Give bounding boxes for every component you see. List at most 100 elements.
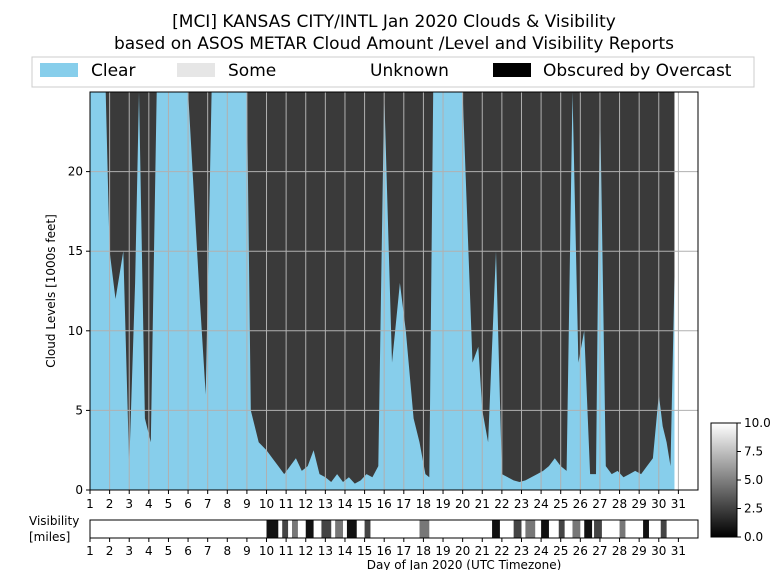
x-vis-tick-label-7: 7	[204, 544, 212, 558]
y-tick-label-20: 20	[68, 165, 83, 179]
visibility-frame	[89, 519, 699, 539]
x-vis-tick-label-16: 16	[377, 544, 392, 558]
x-main-tick-label-23: 23	[514, 497, 529, 511]
overcast-area	[90, 92, 679, 484]
visibility-band	[513, 520, 522, 538]
x-main-tick-label-9: 9	[243, 497, 251, 511]
x-vis-tick-label-5: 5	[165, 544, 173, 558]
x-main-tick-label-18: 18	[416, 497, 431, 511]
visibility-band	[335, 520, 344, 538]
x-axis-label: Day of Jan 2020 (UTC Timezone)	[367, 558, 562, 570]
visibility-band	[419, 520, 430, 538]
x-vis-tick-label-3: 3	[125, 544, 133, 558]
x-vis-tick-label-31: 31	[671, 544, 686, 558]
x-main-tick-label-24: 24	[533, 497, 548, 511]
x-vis-tick-label-29: 29	[632, 544, 647, 558]
x-main-tick-label-14: 14	[337, 497, 352, 511]
x-vis-tick-label-14: 14	[337, 544, 352, 558]
x-main-tick-label-5: 5	[165, 497, 173, 511]
visibility-band	[292, 520, 298, 538]
unknown-area	[674, 92, 698, 490]
visibility-colorbar: 0.0 2.5 5.0 7.5 10.0	[710, 416, 770, 544]
colorbar-tick-label-1: 2.5	[744, 502, 763, 516]
x-vis-tick-label-15: 15	[357, 544, 372, 558]
legend-swatch-3	[493, 63, 531, 77]
visibility-label-line2: [miles]	[29, 530, 70, 544]
legend-label-3: Obscured by Overcast	[543, 61, 732, 81]
legend-swatch-1	[177, 63, 215, 77]
x-vis-tick-label-30: 30	[651, 544, 666, 558]
legend-label-0: Clear	[91, 61, 135, 81]
x-main-tick-label-31: 31	[671, 497, 686, 511]
x-main-tick-label-6: 6	[184, 497, 192, 511]
colorbar-tick-label-0: 0.0	[744, 530, 763, 544]
legend-swatch-2	[305, 63, 343, 77]
x-main-tick-label-22: 22	[494, 497, 509, 511]
visibility-strip: Visibility [miles] 1 2 3 4 5 6 7 8 9 10 11 12 13 14 15…	[29, 514, 699, 572]
visibility-band	[584, 520, 593, 538]
x-vis-tick-label-25: 25	[553, 544, 568, 558]
x-main-tick-label-1: 1	[86, 497, 94, 511]
x-main-tick-label-19: 19	[435, 497, 450, 511]
y-tick-label-0: 0	[75, 483, 83, 497]
x-vis-tick-label-2: 2	[106, 544, 114, 558]
x-main-tick-label-25: 25	[553, 497, 568, 511]
x-vis-tick-label-23: 23	[514, 544, 529, 558]
legend-swatch-0	[40, 63, 78, 77]
chart-subtitle: based on ASOS METAR Cloud Amount /Level …	[114, 34, 674, 54]
x-main-tick-label-29: 29	[632, 497, 647, 511]
x-vis-tick-label-27: 27	[592, 544, 607, 558]
x-vis-tick-label-12: 12	[298, 544, 313, 558]
visibility-band	[492, 520, 500, 538]
y-tick-label-15: 15	[68, 244, 83, 258]
visibility-band	[525, 520, 536, 538]
x-vis-tick-label-11: 11	[278, 544, 293, 558]
x-main-tick-label-13: 13	[318, 497, 333, 511]
x-main-tick-label-3: 3	[125, 497, 133, 511]
colorbar-tick-label-2: 5.0	[744, 473, 763, 487]
x-main-tick-label-7: 7	[204, 497, 212, 511]
y-axis-label: Cloud Levels [1000s feet]	[44, 214, 58, 368]
x-vis-tick-label-22: 22	[494, 544, 509, 558]
x-main-tick-label-20: 20	[455, 497, 470, 511]
visibility-band	[364, 520, 371, 538]
x-main-tick-label-11: 11	[278, 497, 293, 511]
x-main-tick-label-4: 4	[145, 497, 153, 511]
visibility-band	[346, 520, 357, 538]
x-main-tick-label-28: 28	[612, 497, 627, 511]
x-vis-tick-label-28: 28	[612, 544, 627, 558]
chart-title: [MCI] KANSAS CITY/INTL Jan 2020 Clouds &…	[172, 12, 616, 32]
x-main-tick-label-2: 2	[106, 497, 114, 511]
visibility-band	[305, 520, 314, 538]
x-vis-tick-label-17: 17	[396, 544, 411, 558]
legend-label-2: Unknown	[370, 61, 449, 81]
x-vis-tick-label-26: 26	[573, 544, 588, 558]
x-main-tick-label-26: 26	[573, 497, 588, 511]
x-vis-tick-label-10: 10	[259, 544, 274, 558]
x-main-tick-label-10: 10	[259, 497, 274, 511]
colorbar-tick-label-4: 10.0	[744, 416, 770, 430]
x-main-tick-label-16: 16	[377, 497, 392, 511]
visibility-band	[572, 520, 581, 538]
visibility-band	[541, 520, 549, 538]
x-vis-tick-label-13: 13	[318, 544, 333, 558]
visibility-label-line1: Visibility	[29, 514, 79, 528]
legend-box	[31, 56, 755, 88]
x-vis-tick-label-21: 21	[475, 544, 490, 558]
x-main-tick-label-8: 8	[223, 497, 231, 511]
x-vis-tick-label-24: 24	[533, 544, 548, 558]
x-vis-tick-label-9: 9	[243, 544, 251, 558]
legend: Clear Some Unknown Obscured by Overcast	[31, 56, 755, 88]
x-main-tick-label-21: 21	[475, 497, 490, 511]
y-tick-label-5: 5	[75, 403, 83, 417]
visibility-band	[594, 520, 602, 538]
visibility-band	[643, 520, 649, 538]
visibility-band	[660, 520, 667, 538]
x-main-tick-label-12: 12	[298, 497, 313, 511]
colorbar-tick-label-3: 7.5	[744, 445, 763, 459]
colorbar-gradient	[710, 422, 738, 538]
x-vis-tick-label-20: 20	[455, 544, 470, 558]
x-vis-tick-label-8: 8	[223, 544, 231, 558]
x-main-tick-label-17: 17	[396, 497, 411, 511]
